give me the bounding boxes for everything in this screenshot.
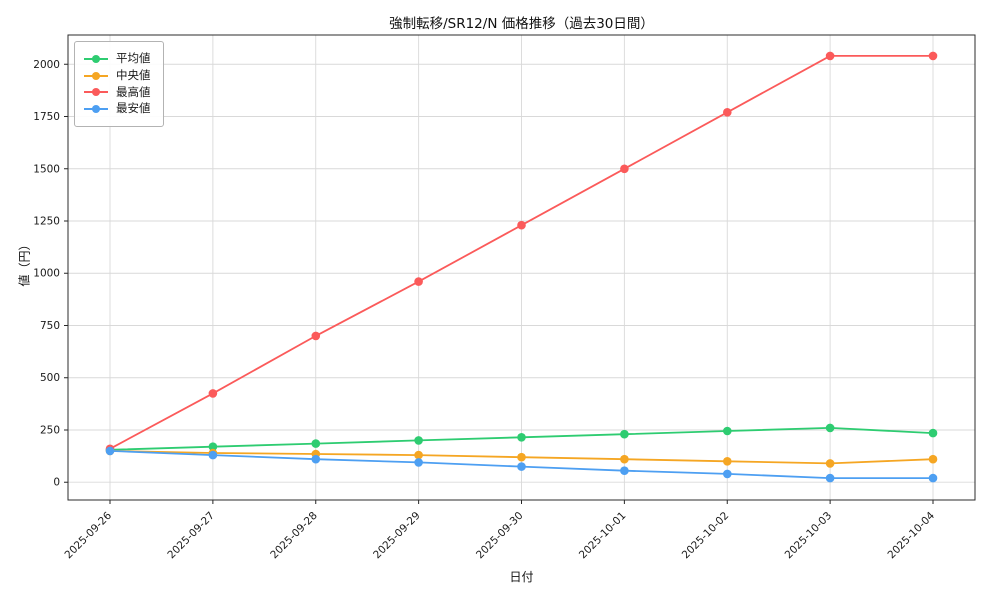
legend-marker-icon	[84, 54, 108, 63]
y-tick-label: 750	[40, 320, 60, 332]
x-tick-label: 2025-09-30	[474, 510, 526, 562]
y-tick-label: 2000	[33, 59, 60, 71]
x-tick-label: 2025-09-29	[371, 510, 423, 562]
legend-marker-icon	[84, 105, 108, 114]
series-marker	[928, 454, 938, 464]
series-marker	[825, 423, 835, 433]
legend: 平均値中央値最高値最安値	[74, 41, 164, 128]
series-marker	[208, 389, 218, 398]
series-marker	[517, 220, 526, 230]
x-axis-label: 日付	[509, 570, 534, 584]
y-tick-label: 1000	[33, 268, 60, 280]
series-marker	[723, 108, 732, 117]
series-marker	[825, 459, 835, 468]
series-marker	[928, 428, 938, 438]
y-tick-label: 1500	[33, 163, 60, 175]
series-marker	[414, 436, 423, 445]
legend-marker-icon	[84, 71, 108, 80]
series-marker	[208, 450, 218, 460]
series-marker	[723, 457, 732, 466]
series-marker	[620, 454, 629, 464]
series-marker	[928, 51, 938, 61]
series-marker	[517, 452, 526, 462]
y-tick-label: 1250	[33, 216, 60, 228]
y-tick-label: 250	[40, 424, 60, 436]
series-marker	[825, 473, 835, 483]
series-marker	[620, 466, 629, 476]
legend-marker-icon	[84, 88, 108, 97]
x-tick-label: 2025-10-04	[885, 509, 937, 561]
series-marker	[620, 164, 629, 174]
series-marker	[311, 439, 321, 448]
series-marker	[414, 277, 423, 286]
series-marker	[311, 331, 321, 341]
series-marker	[517, 433, 526, 442]
chart-title: 強制転移/SR12/N 価格推移（過去30日間）	[389, 16, 654, 32]
legend-item: 最高値	[84, 84, 151, 100]
legend-label: 平均値	[116, 51, 151, 65]
y-tick-label: 0	[53, 477, 60, 489]
series-marker	[311, 454, 321, 464]
legend-item: 中央値	[84, 67, 151, 83]
series-marker	[414, 458, 423, 467]
legend-label: 中央値	[116, 67, 151, 82]
x-tick-label: 2025-10-01	[577, 510, 629, 562]
x-tick-label: 2025-09-28	[268, 510, 320, 562]
legend-label: 最高値	[116, 84, 151, 99]
x-tick-label: 2025-10-03	[783, 510, 835, 562]
legend-label: 最安値	[116, 101, 151, 116]
x-tick-label: 2025-10-02	[680, 510, 732, 562]
legend-item: 最安値	[84, 102, 151, 116]
series-marker	[620, 429, 629, 439]
series-marker	[105, 446, 115, 456]
series-marker	[208, 442, 218, 452]
x-tick-label: 2025-09-26	[62, 509, 114, 561]
series-marker	[723, 469, 732, 479]
series-marker	[414, 450, 423, 460]
series-marker	[723, 426, 732, 436]
series-marker	[928, 473, 938, 483]
legend-item: 平均値	[84, 51, 151, 66]
series-marker	[825, 51, 835, 61]
y-tick-label: 500	[40, 372, 60, 384]
x-tick-label: 2025-09-27	[165, 510, 217, 562]
series-marker	[517, 462, 526, 471]
y-tick-label: 1750	[33, 111, 60, 123]
